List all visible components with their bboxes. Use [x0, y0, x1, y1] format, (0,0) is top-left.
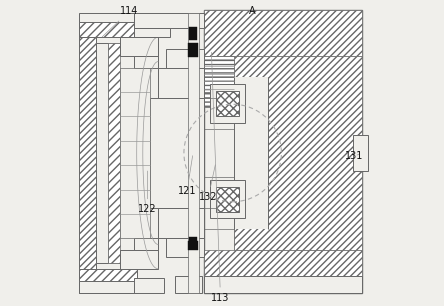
Bar [134, 28, 170, 37]
Text: 131: 131 [345, 151, 364, 161]
Polygon shape [166, 238, 204, 256]
Bar [79, 272, 137, 293]
Bar [190, 237, 197, 248]
Polygon shape [158, 208, 204, 238]
Bar [204, 55, 234, 92]
Polygon shape [151, 98, 204, 208]
Polygon shape [234, 77, 268, 229]
Bar [95, 43, 108, 263]
Text: 114: 114 [102, 6, 138, 37]
Bar [79, 13, 137, 34]
Bar [79, 37, 95, 269]
Text: 113: 113 [211, 52, 230, 303]
Bar [204, 92, 234, 107]
Bar [216, 187, 239, 212]
Polygon shape [134, 55, 158, 68]
Bar [189, 43, 198, 57]
Bar [210, 84, 245, 122]
Bar [79, 22, 137, 37]
Bar [108, 43, 120, 263]
Text: 121: 121 [178, 156, 196, 196]
Polygon shape [204, 10, 362, 55]
Bar [79, 281, 137, 293]
Polygon shape [137, 129, 204, 177]
Polygon shape [234, 55, 362, 251]
Bar [353, 135, 368, 171]
Polygon shape [120, 37, 158, 55]
Bar [216, 91, 239, 117]
Text: A: A [249, 6, 256, 16]
Bar [175, 276, 202, 293]
Bar [134, 278, 164, 293]
Polygon shape [204, 251, 362, 293]
Polygon shape [134, 238, 158, 251]
Bar [189, 241, 198, 251]
Text: 122: 122 [138, 171, 157, 215]
Bar [204, 276, 362, 293]
Polygon shape [120, 251, 158, 269]
Bar [210, 181, 245, 218]
Polygon shape [204, 55, 234, 107]
Polygon shape [120, 68, 151, 238]
Bar [108, 43, 158, 263]
Text: 132: 132 [199, 165, 218, 202]
Bar [187, 13, 198, 293]
Polygon shape [166, 50, 204, 68]
Bar [134, 13, 204, 28]
Bar [79, 269, 137, 284]
Bar [190, 27, 197, 40]
Polygon shape [158, 68, 204, 98]
Polygon shape [204, 10, 362, 293]
Polygon shape [204, 10, 362, 55]
